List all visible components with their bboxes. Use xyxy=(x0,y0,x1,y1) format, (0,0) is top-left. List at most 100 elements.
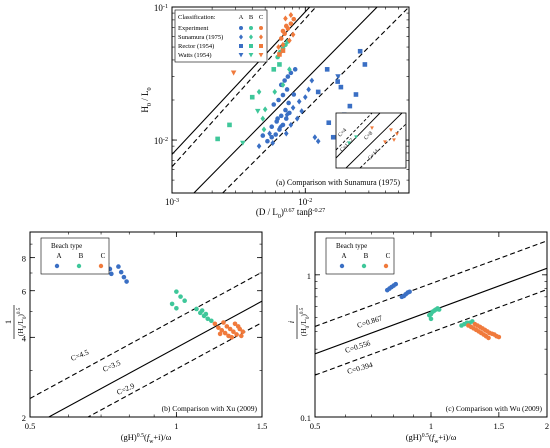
data-point xyxy=(240,329,246,335)
data-point xyxy=(271,102,277,107)
reference-lines xyxy=(30,271,262,417)
legend-marker xyxy=(54,263,60,269)
panel-caption: (c) Comparison with Wu (2009) xyxy=(446,404,543,413)
inset-line xyxy=(359,123,407,169)
legend-entry: Rector (1954) xyxy=(178,43,214,50)
data-point xyxy=(302,94,308,101)
line-label: C=0.556 xyxy=(344,338,372,355)
legend-marker xyxy=(259,34,263,40)
data-point xyxy=(347,103,353,109)
data-point xyxy=(199,308,205,313)
data-point xyxy=(219,328,225,333)
inset-marker xyxy=(392,138,396,142)
data-point xyxy=(203,311,209,317)
legend-class-header: B xyxy=(249,14,254,21)
y-label-denominator: (H0/L0)0.5 xyxy=(299,307,311,336)
line-label: C=0.394 xyxy=(346,360,374,376)
inset-line xyxy=(335,112,373,151)
data-point xyxy=(221,320,226,325)
data-point xyxy=(283,130,289,137)
data-point xyxy=(269,134,275,140)
inset-marker xyxy=(370,126,374,130)
panel-caption: (a) Comparison with Sunamura (1975) xyxy=(276,178,400,187)
data-point xyxy=(261,126,267,133)
data-point xyxy=(240,140,246,146)
legend-entry: C xyxy=(386,252,391,260)
line-label: C=4.5 xyxy=(69,347,90,362)
data-point xyxy=(229,335,235,340)
data-point xyxy=(124,279,129,284)
data-point xyxy=(312,134,318,141)
data-point xyxy=(227,122,232,128)
data-point xyxy=(118,269,124,275)
data-point xyxy=(280,81,286,88)
x-axis-label: (D / L0)0.67 tanβ-0.27 xyxy=(256,207,325,220)
data-point xyxy=(276,44,281,51)
data-point xyxy=(294,115,300,122)
data-point xyxy=(230,70,237,76)
data-point xyxy=(283,116,289,121)
panel-a-frame xyxy=(171,6,410,194)
x-tick-label: 2 xyxy=(545,421,549,431)
data-point xyxy=(353,92,359,97)
data-point xyxy=(267,130,272,137)
y-axis-label: H0 / L0 xyxy=(140,87,153,112)
data-point xyxy=(299,108,305,115)
data-point xyxy=(265,138,270,144)
x-tick-label: 0.5 xyxy=(310,421,321,431)
data-point xyxy=(362,62,368,67)
x-axis-label: (gH)0.5(fw+i)/ω xyxy=(406,432,457,445)
data-point xyxy=(290,31,296,38)
legend-box xyxy=(40,237,110,275)
x-tick-label: 1 xyxy=(429,421,433,431)
y-tick-label: 10-2 xyxy=(154,136,168,146)
data-point xyxy=(357,48,363,54)
legend-entry: B xyxy=(364,252,369,260)
x-tick-label: 1.5 xyxy=(494,421,505,431)
data-point xyxy=(282,78,287,83)
legend-entry: Experiment xyxy=(178,25,209,32)
y-tick-label: 1 xyxy=(307,271,311,281)
data-point xyxy=(280,28,286,34)
legend-marker xyxy=(239,26,243,30)
data-points xyxy=(101,254,246,340)
line-label: C=0.867 xyxy=(356,313,384,330)
panel-b-frame xyxy=(29,231,263,418)
panel-c-frame xyxy=(314,231,548,418)
data-point xyxy=(290,104,296,111)
legend-marker xyxy=(249,44,253,48)
panel-b: 0.5 1 1.5 2 4 6 8 Beach type A B C C=4.5 C=3.5 C=2.9 (… xyxy=(3,231,268,445)
x-tick-label: 1.5 xyxy=(257,421,268,431)
data-point xyxy=(278,36,284,41)
data-point xyxy=(212,321,218,327)
data-point xyxy=(249,94,255,100)
legend-entry: A xyxy=(56,252,61,260)
data-point xyxy=(428,316,434,322)
data-point xyxy=(287,66,292,73)
panel-c: 0.5 1 1.5 2 0.1 1 Beach type A B C C=0.867 C=0.556 C… xyxy=(286,231,549,445)
legend-marker xyxy=(258,53,264,58)
data-point xyxy=(234,332,239,337)
data-point xyxy=(335,74,341,80)
data-point xyxy=(174,305,179,311)
data-point xyxy=(269,124,275,129)
y-label-numerator: 1 xyxy=(3,320,13,324)
data-point xyxy=(407,289,412,295)
legend-title: Beach type xyxy=(336,242,367,250)
data-point xyxy=(216,325,221,330)
data-point xyxy=(280,122,286,128)
data-point xyxy=(174,289,179,294)
data-points xyxy=(215,12,368,150)
data-point xyxy=(182,298,187,304)
data-point xyxy=(284,111,290,118)
data-point xyxy=(227,326,233,332)
data-point xyxy=(224,324,230,329)
data-point xyxy=(306,86,311,93)
legend-b: Beach type A B C xyxy=(40,237,110,275)
legend-marker xyxy=(339,263,345,269)
y-label-numerator: i xyxy=(286,320,296,323)
legend-marker xyxy=(259,26,263,30)
x-tick-label: 1 xyxy=(174,421,178,431)
inset-marker xyxy=(347,141,351,145)
data-point xyxy=(239,333,244,339)
